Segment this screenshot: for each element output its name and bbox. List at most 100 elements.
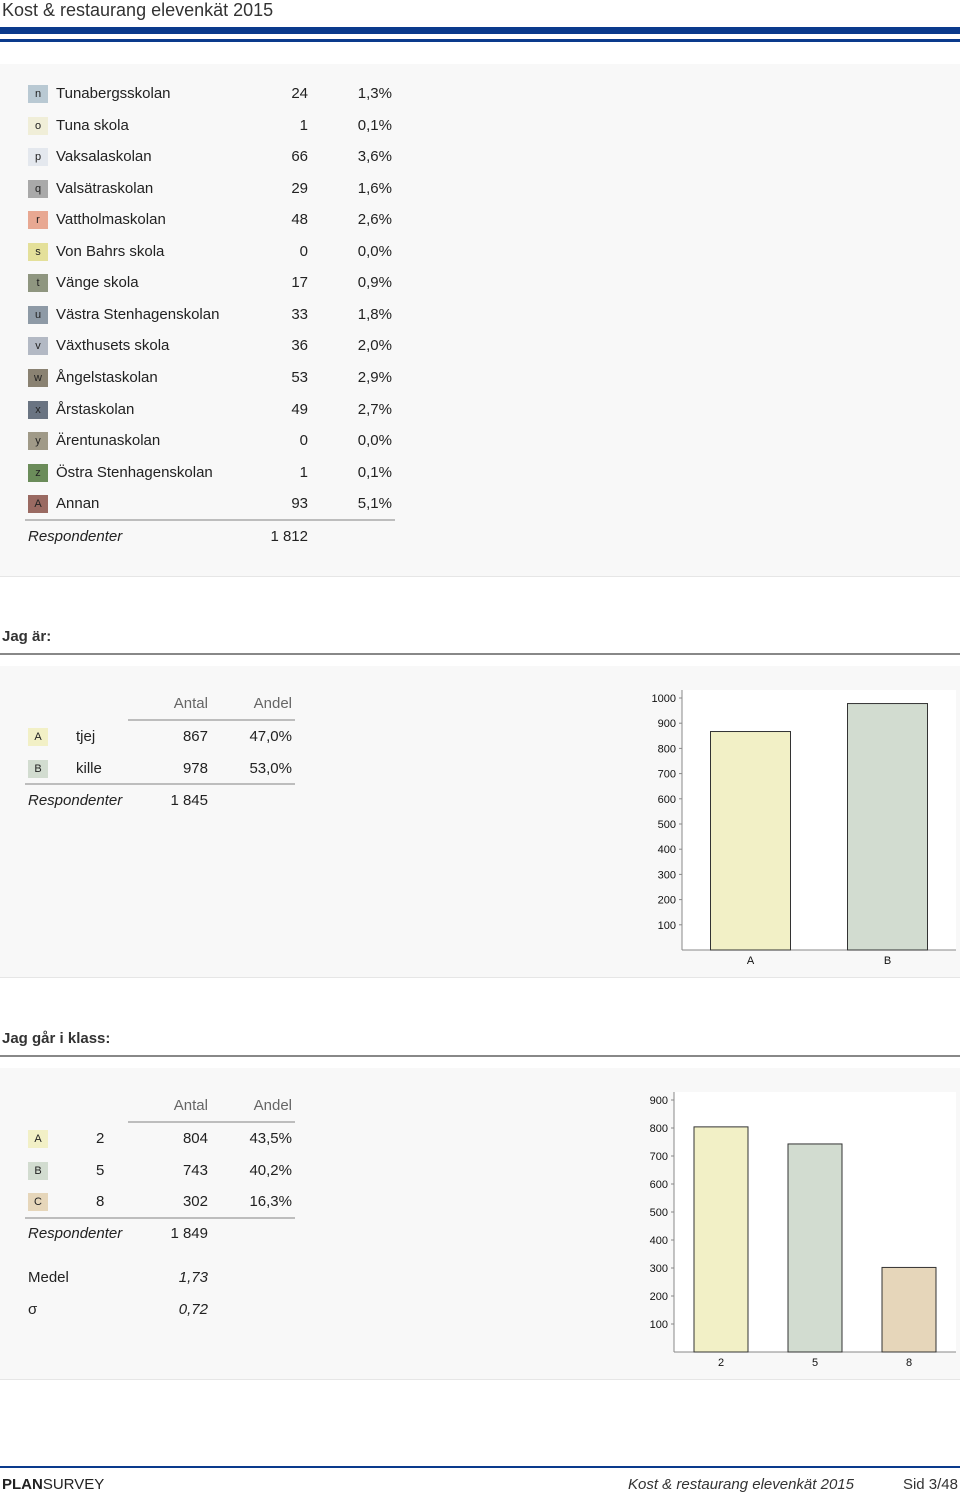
school-share: 2,9% (357, 368, 392, 386)
school-name: Vaksalaskolan (56, 148, 152, 166)
sd-label: σ (28, 1301, 38, 1318)
respondents-label: Respondenter (28, 1225, 123, 1242)
school-share: 1,8% (357, 305, 392, 323)
y-tick-label: 400 (658, 844, 676, 856)
school-count: 24 (291, 85, 308, 102)
option-count: 978 (182, 759, 208, 777)
school-share: 1,6% (357, 179, 392, 197)
table-row: p Vaksalaskolan 66 3,6% (0, 145, 420, 169)
row-code-badge: u (28, 305, 48, 324)
brand-logo: PLANSURVEY (2, 1476, 104, 1493)
option-count: 867 (182, 728, 208, 745)
school-count: 29 (291, 179, 308, 197)
option-share: 40,2% (249, 1161, 292, 1179)
school-count: 1 (299, 116, 308, 134)
y-tick-label: 500 (650, 1207, 668, 1219)
table-row: s Von Bahrs skola 0 0,0% (0, 240, 420, 264)
row-code-badge: y (28, 432, 48, 451)
school-count: 36 (291, 337, 308, 355)
row-code-badge: A (28, 1130, 48, 1148)
row-code-badge: w (28, 368, 48, 387)
y-tick-label: 100 (650, 1319, 668, 1331)
school-share: 0,0% (357, 432, 392, 450)
y-tick-label: 300 (650, 1263, 668, 1275)
gender-col-count: Antal (173, 695, 208, 712)
bar-B (847, 703, 928, 951)
school-name: Ärentunaskolan (56, 432, 161, 450)
table-row: y Ärentunaskolan 0 0,0% (0, 429, 420, 453)
y-tick-label: 900 (650, 1095, 668, 1107)
row-code-badge: t (28, 274, 48, 293)
respondents-label: Respondenter (28, 792, 123, 809)
table-row: q Valsätraskolan 29 1,6% (0, 177, 420, 201)
school-count: 66 (291, 148, 308, 166)
brand-bold: PLAN (2, 1476, 43, 1493)
school-count: 0 (299, 432, 308, 450)
report-title: Kost & restaurang elevenkät 2015 (2, 0, 274, 20)
table-row: t Vänge skola 17 0,9% (0, 271, 420, 295)
bar-5 (787, 1143, 843, 1353)
option-share: 16,3% (249, 1193, 292, 1210)
mean-label: Medel (28, 1269, 69, 1286)
school-name: Ångelstaskolan (56, 368, 158, 386)
row-code-badge: r (28, 211, 48, 230)
grade-col-count: Antal (173, 1097, 208, 1114)
option-count: 743 (182, 1161, 208, 1179)
row-code-badge: x (28, 400, 48, 419)
school-share: 0,1% (357, 463, 392, 481)
row-code-badge: C (28, 1193, 48, 1211)
school-share: 0,0% (357, 242, 392, 260)
gender-col-share: Andel (253, 695, 292, 712)
bar-2 (693, 1126, 749, 1353)
school-name: Årstaskolan (56, 400, 135, 418)
table-row: B 5 743 40,2% (0, 1159, 420, 1183)
row-code-badge: A (28, 495, 48, 514)
option-share: 53,0% (249, 759, 292, 777)
schools-total-rule (25, 519, 395, 521)
school-count: 53 (291, 368, 308, 386)
respondents-label: Respondenter (28, 528, 123, 545)
school-name: Von Bahrs skola (56, 242, 165, 260)
sd-value: 0,72 (178, 1301, 208, 1318)
gender-bar-chart: 100 200 300 400 500 600 700 800 900 1000 A B (652, 690, 956, 967)
table-row: r Vattholmaskolan 48 2,6% (0, 208, 420, 232)
y-tick-label: 800 (650, 1123, 668, 1135)
page-number: Sid 3/48 (902, 1476, 958, 1493)
row-code-badge: o (28, 116, 48, 135)
school-name: Vattholmaskolan (56, 211, 166, 229)
x-tick-label: B (884, 955, 891, 967)
y-tick-label: 1000 (652, 693, 676, 705)
row-code-badge: A (28, 728, 48, 746)
footer-report-title: Kost & restaurang elevenkät 2015 (628, 1476, 854, 1493)
option-label: kille (76, 759, 102, 777)
school-name: Tunabergsskolan (56, 85, 171, 102)
table-row: u Västra Stenhagenskolan 33 1,8% (0, 303, 420, 327)
option-share: 43,5% (249, 1130, 292, 1147)
schools-respondents-row: Respondenter 1 812 (28, 525, 328, 549)
y-tick-label: 500 (658, 819, 676, 831)
school-count: 33 (291, 305, 308, 323)
school-name: Västra Stenhagenskolan (56, 305, 220, 323)
gender-question: Jag är: (2, 628, 52, 645)
grade-question: Jag går i klass: (2, 1030, 111, 1047)
row-code-badge: z (28, 463, 48, 482)
row-code-badge: s (28, 242, 48, 261)
footer-rule (0, 1466, 960, 1468)
y-tick-label: 800 (658, 743, 676, 755)
school-count: 1 (299, 463, 308, 481)
option-share: 47,0% (249, 728, 292, 745)
y-tick-label: 900 (658, 718, 676, 730)
y-tick-label: 700 (658, 769, 676, 781)
school-name: Vänge skola (56, 274, 139, 292)
school-share: 0,9% (357, 274, 392, 292)
option-label: tjej (76, 728, 96, 745)
grade-col-share: Andel (253, 1097, 292, 1114)
table-row: x Årstaskolan 49 2,7% (0, 398, 420, 422)
y-tick-label: 200 (658, 895, 676, 907)
table-row: v Växthusets skola 36 2,0% (0, 334, 420, 358)
school-count: 93 (291, 495, 308, 513)
header-rule-thick (0, 27, 960, 34)
school-name: Östra Stenhagenskolan (56, 463, 213, 481)
